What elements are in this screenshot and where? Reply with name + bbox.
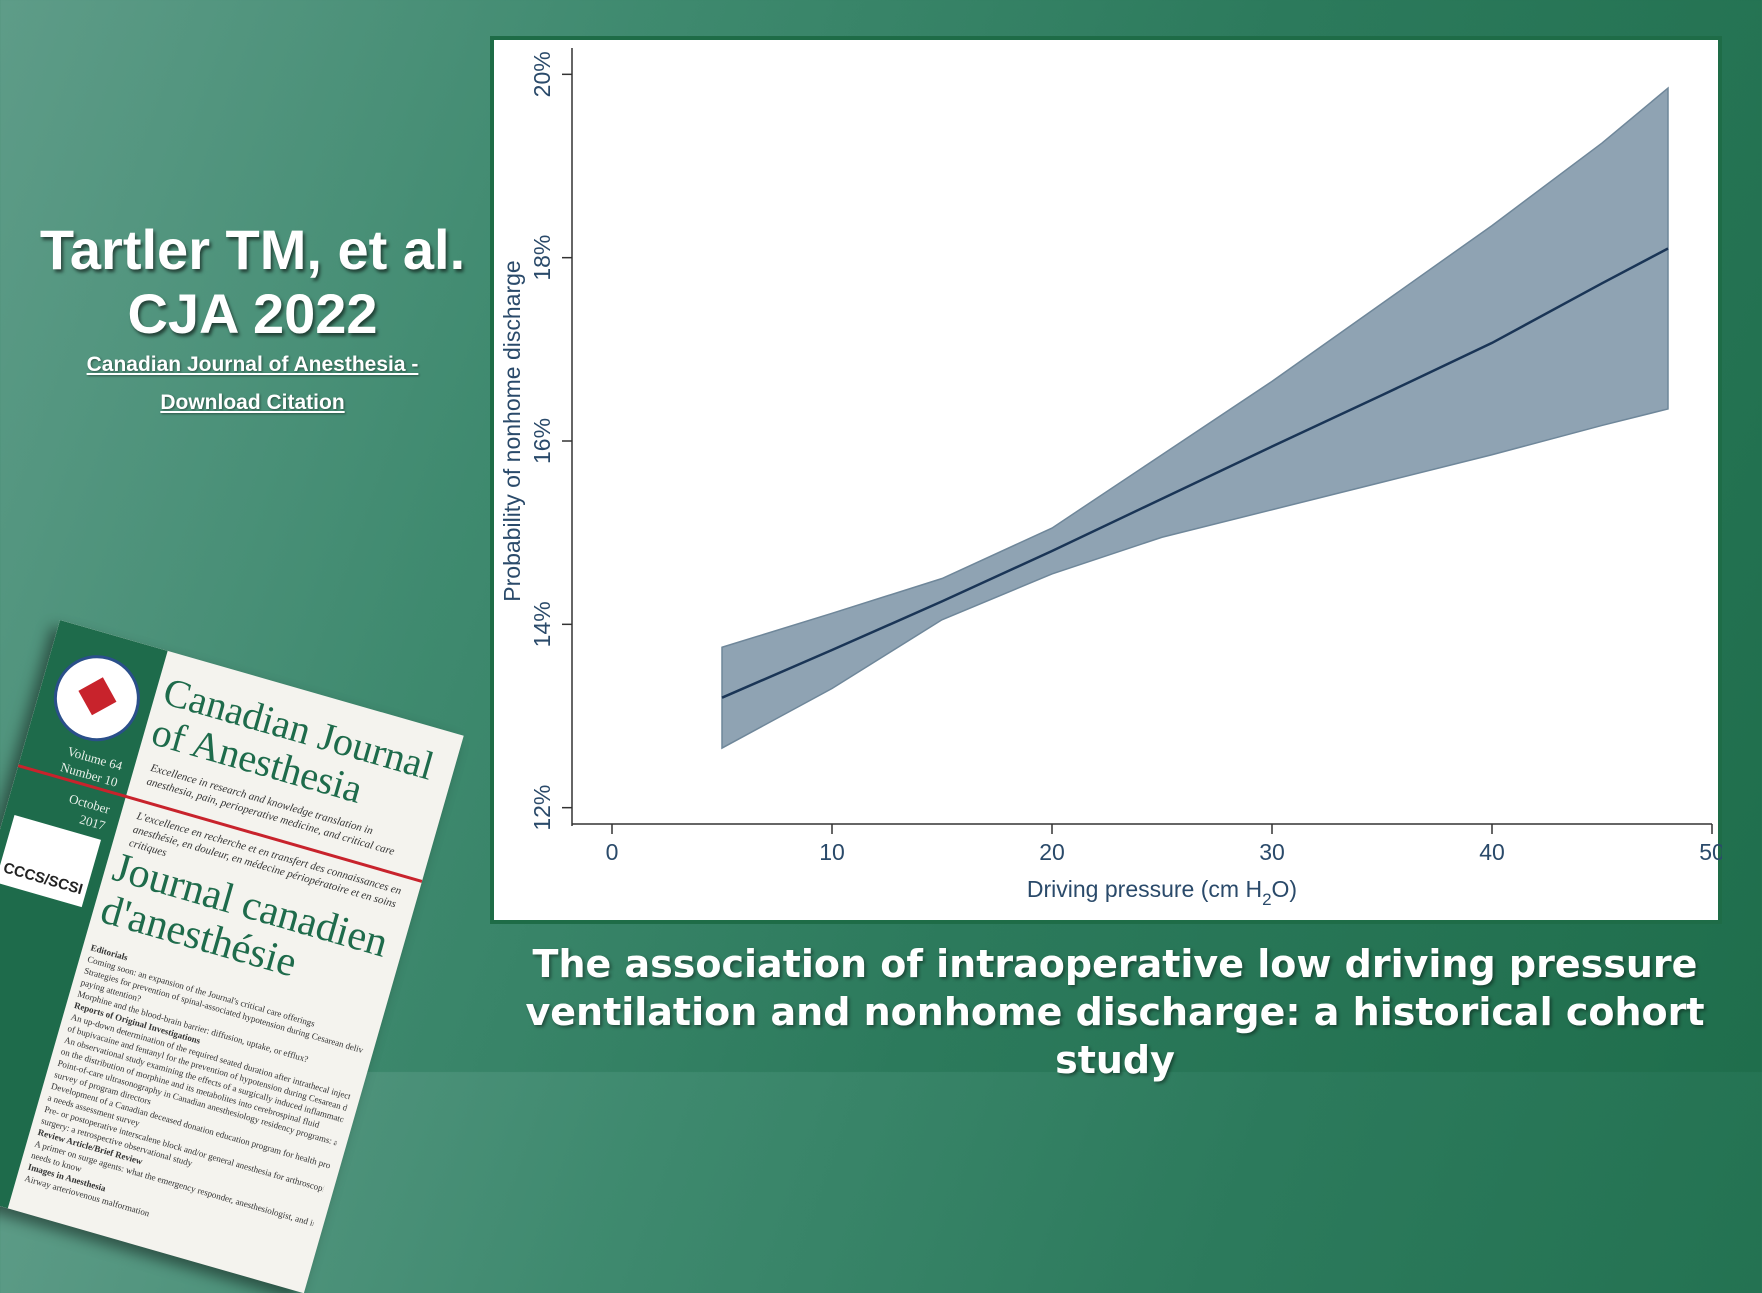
citation-author: Tartler TM, et al. <box>39 218 466 281</box>
y-axis-label: Probability of nonhome discharge <box>499 260 525 601</box>
y-tick-label: 16% <box>529 418 555 464</box>
confidence-band <box>721 86 1669 750</box>
citation-block: Tartler TM, et al. CJA 2022 Canadian Jou… <box>20 218 485 422</box>
citation-link-download[interactable]: Download Citation <box>160 391 345 414</box>
y-tick-label: 20% <box>529 51 555 97</box>
paper-title-line2: ventilation and nonhome discharge: a his… <box>525 990 1705 1082</box>
citation-journal-year: CJA 2022 <box>127 282 378 345</box>
x-axis-label: Driving pressure (cm H2O) <box>1027 876 1297 909</box>
y-tick-label: 12% <box>529 785 555 831</box>
x-tick-label: 0 <box>606 839 619 865</box>
prediction-line <box>721 247 1669 699</box>
x-tick-label: 10 <box>819 839 845 865</box>
journal-cover-image: Volume 64 Number 10 CCCS/SCSI Canadian J… <box>0 620 464 1293</box>
chart-frame: 12% 14% 16% 18% 20% 0 10 20 30 40 50 Probability of… <box>490 36 1722 924</box>
y-tick-label: 18% <box>529 235 555 281</box>
x-tick-label: 50 <box>1699 839 1722 865</box>
paper-title-line1: The association of intraoperative low dr… <box>532 942 1698 986</box>
y-tick-label: 14% <box>529 601 555 647</box>
x-tick-label: 40 <box>1479 839 1505 865</box>
paper-title: The association of intraoperative low dr… <box>470 940 1760 1084</box>
x-tick-label: 20 <box>1039 839 1065 865</box>
chart-panel <box>494 40 1718 920</box>
x-tick-label: 30 <box>1259 839 1285 865</box>
citation-link-journal[interactable]: Canadian Journal of Anesthesia - <box>86 353 419 376</box>
chart-svg: 12% 14% 16% 18% 20% 0 10 20 30 40 50 Probability of… <box>494 40 1722 920</box>
